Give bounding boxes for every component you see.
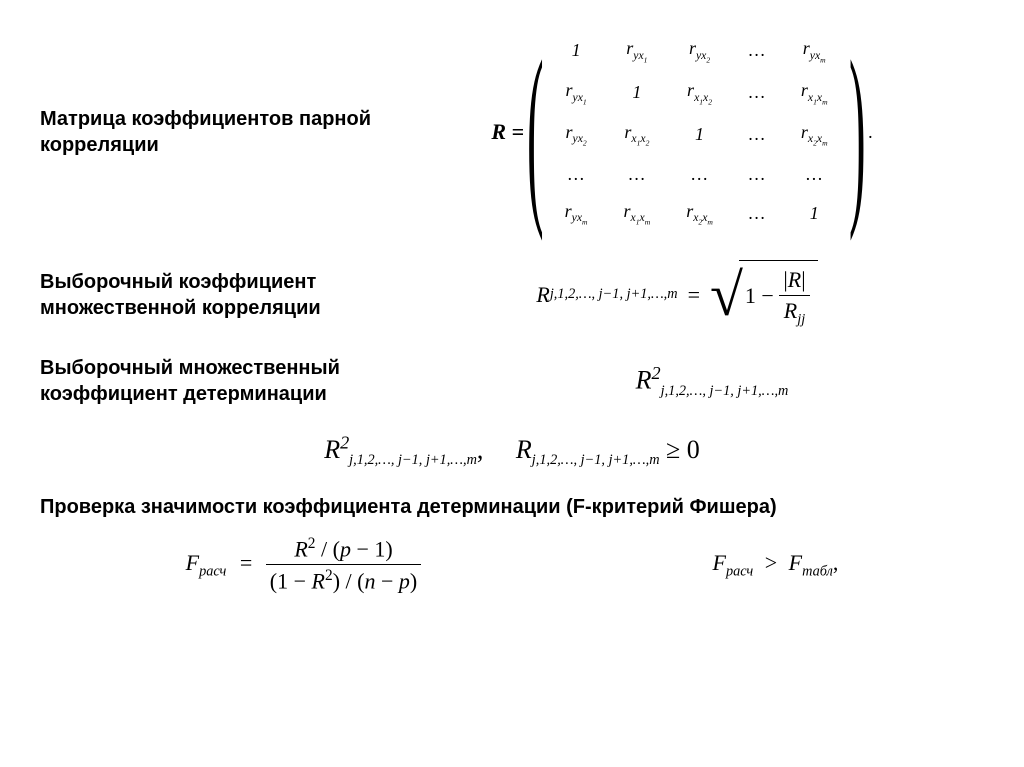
matrix-section: Матрица коэффициентов парной корреляции … xyxy=(40,30,984,235)
determination-formula: R2j,1,2,…, j−1, j+1,…,m xyxy=(440,363,984,400)
matrix-cell: … xyxy=(731,72,783,114)
fisher-formulas: Fрасч = R2 / (p − 1) (1 − R2) / (n − p) … xyxy=(40,535,984,595)
matrix-cell: … xyxy=(731,193,783,235)
mult-corr-label: Выборочный коэффициент множественной кор… xyxy=(40,269,370,321)
fisher-label: Проверка значимости коэффициента детерми… xyxy=(40,494,984,520)
matrix-cell: ryx2 xyxy=(668,30,731,72)
matrix-cell: … xyxy=(731,114,783,156)
matrix-cell: ryx2 xyxy=(547,114,606,156)
matrix-cell: rx1x2 xyxy=(606,114,669,156)
matrix-cell: … xyxy=(783,156,846,193)
determination-section: Выборочный множественный коэффициент дет… xyxy=(40,355,984,407)
matrix-cell: 1 xyxy=(547,30,606,72)
matrix-cell: rx1x2 xyxy=(668,72,731,114)
matrix-cell: 1 xyxy=(668,114,731,156)
matrix-cell: 1 xyxy=(783,193,846,235)
matrix-cell: ryx1 xyxy=(547,72,606,114)
matrix-cell: rx2xm xyxy=(783,114,846,156)
matrix-cell: rx2xm xyxy=(668,193,731,235)
f-compare: Fрасч > Fтабл, xyxy=(713,550,839,580)
matrix-cell: 1 xyxy=(606,72,669,114)
left-paren: ( xyxy=(527,42,544,222)
determination-label: Выборочный множественный коэффициент дет… xyxy=(40,355,440,407)
matrix-formula: R = ( 1ryx1ryx2…ryxmryx11rx1x2…rx1xmryx2… xyxy=(380,30,984,235)
mult-corr-formula: Rj,1,2,…, j−1, j+1,…,m = √ 1 − |R| Rjj xyxy=(370,260,984,330)
matrix-cell: … xyxy=(731,30,783,72)
matrix-cell: ryxm xyxy=(783,30,846,72)
matrix-cell: rx1xm xyxy=(783,72,846,114)
matrix-cell: ryxm xyxy=(547,193,606,235)
matrix-cell: … xyxy=(668,156,731,193)
matrix-cell: … xyxy=(606,156,669,193)
matrix-cell: … xyxy=(547,156,606,193)
matrix-label: Матрица коэффициентов парной корреляции xyxy=(40,106,380,158)
matrix-cell: … xyxy=(731,156,783,193)
matrix-cell: ryx1 xyxy=(606,30,669,72)
matrix-body: 1ryx1ryx2…ryxmryx11rx1x2…rx1xmryx2rx1x21… xyxy=(547,30,846,235)
matrix-lhs: R = xyxy=(491,119,524,145)
right-paren: ) xyxy=(849,42,866,222)
matrix-cell: rx1xm xyxy=(606,193,669,235)
mult-corr-section: Выборочный коэффициент множественной кор… xyxy=(40,260,984,330)
determination-inequality: R2j,1,2,…, j−1, j+1,…,m, Rj,1,2,…, j−1, … xyxy=(40,432,984,469)
f-calc-formula: Fрасч = R2 / (p − 1) (1 − R2) / (n − p) xyxy=(186,535,422,595)
